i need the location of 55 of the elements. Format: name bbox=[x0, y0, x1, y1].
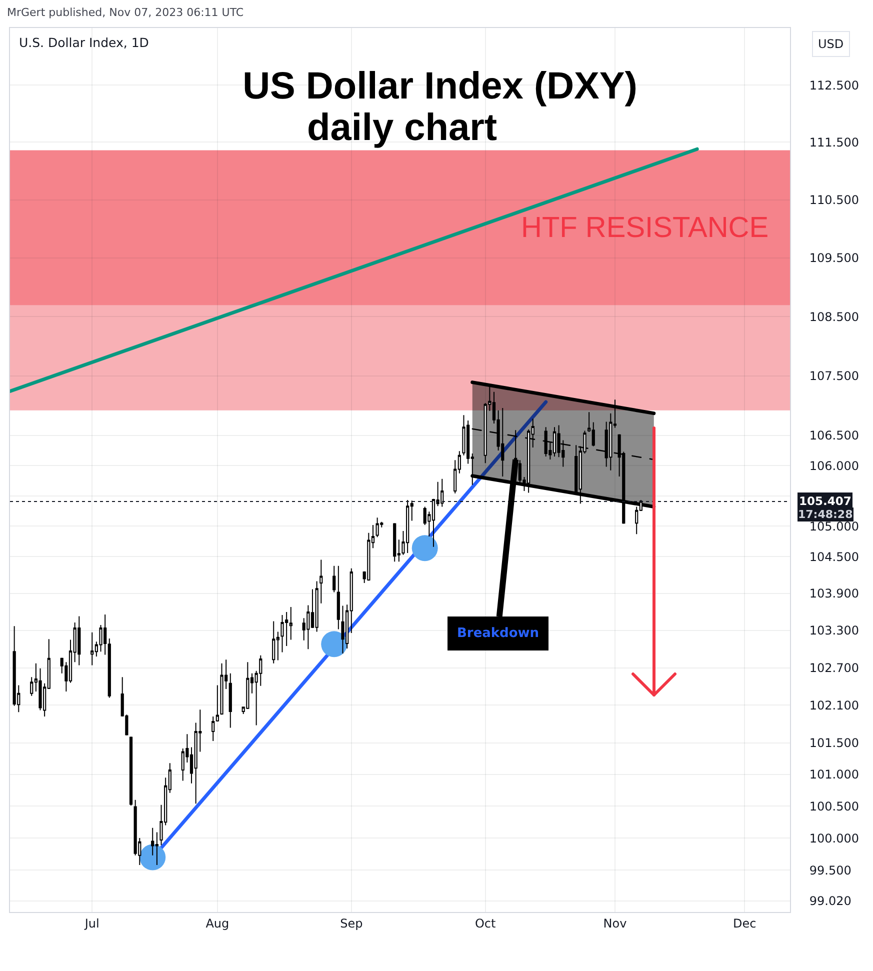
candlestick bbox=[440, 478, 444, 508]
y-tick-label: 108.500 bbox=[809, 310, 860, 324]
candlestick bbox=[228, 672, 232, 728]
y-tick-label: 102.100 bbox=[809, 698, 860, 712]
y-tick-label: 100.000 bbox=[809, 831, 860, 846]
y-tick-label: 110.500 bbox=[809, 193, 860, 207]
candlestick bbox=[393, 522, 396, 562]
x-tick-label: Oct bbox=[474, 916, 496, 930]
y-tick-label: 104.500 bbox=[809, 550, 860, 564]
candlestick bbox=[129, 736, 133, 806]
point bbox=[412, 535, 438, 562]
candlestick bbox=[220, 662, 224, 716]
y-tick-label: 112.500 bbox=[809, 78, 860, 92]
text: 17:48:28 bbox=[798, 508, 853, 521]
y-tick-label: 109.500 bbox=[809, 251, 860, 266]
candlestick bbox=[501, 407, 504, 477]
y-tick-label: 107.500 bbox=[809, 368, 860, 383]
candlestick bbox=[78, 616, 81, 666]
y-tick-label: 102.700 bbox=[809, 660, 860, 675]
band-label: HTF RESISTANCE bbox=[521, 212, 769, 244]
y-tick-label: 105.000 bbox=[809, 519, 860, 534]
y-tick-label: 103.900 bbox=[809, 586, 860, 601]
annotation: U.S. Dollar Index, 1D bbox=[19, 35, 149, 50]
y-tick-label: 103.300 bbox=[809, 624, 860, 638]
x-tick-label: Jul bbox=[84, 916, 100, 930]
text: US Dollar Index (DXY) bbox=[242, 66, 638, 108]
candlestick bbox=[155, 832, 158, 866]
y-tick-label: 100.500 bbox=[809, 799, 860, 814]
candlestick bbox=[336, 565, 340, 630]
candlestick bbox=[272, 620, 276, 664]
point bbox=[140, 844, 166, 870]
ref-line-label: 105.407 bbox=[799, 494, 852, 508]
x-tick-label: Dec bbox=[733, 916, 756, 930]
y-tick-label: 111.500 bbox=[809, 135, 860, 150]
text: USD bbox=[818, 37, 844, 51]
candlestick bbox=[376, 517, 379, 538]
candlestick bbox=[341, 605, 344, 654]
y-tick-label: 106.000 bbox=[809, 458, 860, 473]
text: daily chart bbox=[307, 107, 498, 149]
y-tick-label: 101.000 bbox=[809, 768, 860, 782]
x-tick-label: Aug bbox=[206, 916, 230, 930]
point bbox=[321, 631, 348, 658]
y-tick-label: 99.500 bbox=[809, 863, 852, 878]
candlestick bbox=[332, 565, 336, 593]
annotation: Breakdown bbox=[457, 626, 540, 641]
x-tick-label: Sep bbox=[340, 916, 363, 930]
y-tick-label: 106.500 bbox=[809, 428, 860, 443]
candlestick bbox=[280, 614, 284, 653]
candlestick bbox=[315, 580, 318, 632]
x-tick-label: Nov bbox=[603, 916, 627, 930]
y-tick-label: 99.020 bbox=[809, 894, 852, 908]
candlestick bbox=[320, 559, 323, 604]
text: MrGert published, Nov 07, 2023 06:11 UTC bbox=[7, 6, 244, 19]
candlestick bbox=[90, 632, 94, 666]
y-tick-label: 101.500 bbox=[809, 736, 860, 750]
